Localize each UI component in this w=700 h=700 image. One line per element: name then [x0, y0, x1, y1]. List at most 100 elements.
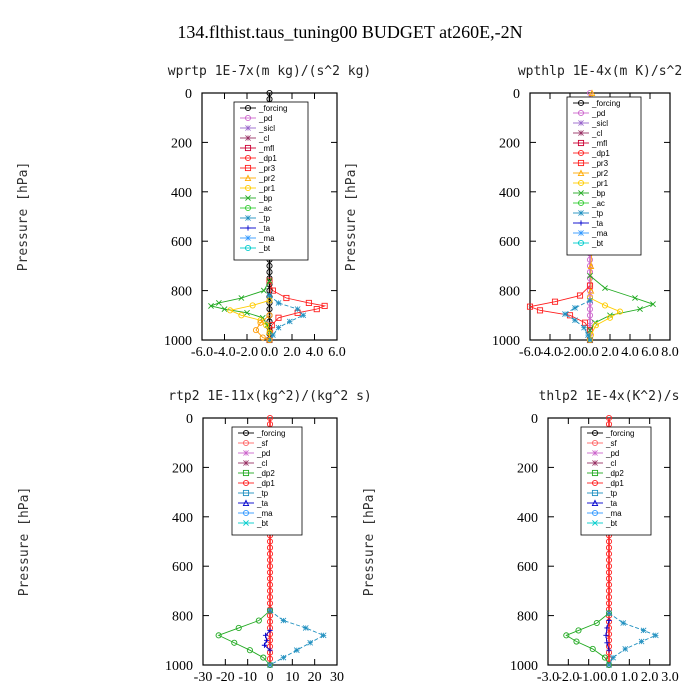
legend-label: _dp2 — [256, 469, 275, 478]
data-point — [266, 269, 273, 276]
legend-box — [580, 426, 652, 536]
legend-label: _ta — [605, 499, 618, 508]
data-point — [321, 302, 328, 309]
legend-label: _bt — [605, 519, 618, 528]
y-tick-label: 1000 — [492, 334, 520, 349]
data-point — [604, 640, 610, 646]
y-tick-label: 0 — [185, 87, 192, 102]
data-point — [587, 286, 595, 294]
series-ta — [261, 627, 273, 653]
panel-title: wpthlp 1E-4x(m K)/s^2 — [518, 64, 682, 79]
y-tick-label: 400 — [172, 511, 193, 526]
legend-label: _pr1 — [258, 184, 276, 193]
legend-label: _cl — [256, 459, 267, 468]
series-bp — [587, 272, 656, 343]
panel-title: wprtp 1E-7x(m kg)/(s^2 kg) — [168, 64, 372, 79]
y-tick-label: 400 — [171, 186, 192, 201]
data-point — [260, 287, 267, 294]
series-line — [589, 297, 621, 341]
data-point — [592, 322, 600, 329]
x-tick-label: -4.0 — [539, 345, 561, 360]
data-point — [536, 307, 544, 314]
data-point — [264, 322, 271, 329]
legend-label: _forcing — [591, 99, 620, 108]
data-point — [563, 632, 570, 639]
data-point — [572, 305, 578, 311]
x-tick-label: 3.0 — [661, 670, 679, 685]
legend-marker — [244, 244, 252, 252]
data-point — [610, 654, 616, 661]
data-point — [622, 646, 629, 652]
data-point — [605, 544, 613, 551]
data-point — [238, 295, 245, 301]
y-tick-label: 800 — [517, 610, 538, 625]
data-point — [266, 618, 274, 625]
data-point — [601, 302, 609, 309]
data-point — [269, 332, 276, 338]
legend-label: _pr3 — [591, 159, 609, 168]
x-tick-label: 0 — [267, 670, 274, 685]
legend-marker — [245, 215, 251, 221]
data-point — [266, 277, 273, 284]
series-pr3 — [266, 277, 328, 344]
x-tick-label: 2.0 — [283, 345, 301, 360]
data-point — [587, 337, 593, 343]
y-tick-label: 1000 — [164, 334, 192, 349]
legend-label: _pd — [591, 109, 605, 118]
data-point — [264, 637, 270, 643]
y-tick-label: 200 — [171, 136, 192, 151]
y-tick-label: 0 — [513, 87, 520, 102]
y-tick-label: 800 — [172, 610, 193, 625]
x-tick-label: 4.0 — [306, 345, 324, 360]
data-point — [637, 306, 643, 313]
data-point — [262, 632, 269, 638]
legend: _forcing_sf_pd_cl_dp2_dp1_tp_ta_ma_bt — [231, 426, 303, 536]
series-line — [589, 275, 655, 340]
data-point — [551, 298, 559, 305]
legend-marker — [577, 149, 585, 157]
data-point — [266, 262, 273, 269]
data-point — [601, 654, 608, 661]
legend-label: _cl — [605, 459, 616, 468]
x-tick-label: -6.0 — [519, 345, 541, 360]
legend-label: _ac — [591, 199, 605, 208]
legend-label: _dp1 — [258, 154, 277, 163]
legend-label: _ma — [258, 234, 275, 243]
data-point — [266, 292, 273, 299]
data-point — [602, 285, 608, 292]
data-point — [302, 625, 309, 631]
y-tick-label: 1000 — [510, 659, 538, 674]
legend-marker — [243, 460, 249, 466]
data-point — [652, 632, 659, 639]
x-tick-label: 8.0 — [661, 345, 679, 360]
data-point — [572, 317, 578, 324]
series-ta — [603, 617, 612, 653]
legend-marker — [242, 479, 250, 487]
x-tick-label: -30 — [194, 670, 213, 685]
data-point — [586, 312, 594, 319]
series-tp — [562, 297, 593, 343]
legend-label: _dp1 — [605, 479, 624, 488]
data-point — [267, 662, 273, 668]
data-point — [616, 308, 624, 315]
legend-label: _tp — [591, 209, 604, 218]
legend-label: _ma — [605, 509, 622, 518]
legend-label: _ta — [258, 224, 271, 233]
data-point — [227, 307, 234, 314]
data-point — [573, 638, 580, 645]
data-point — [605, 600, 613, 607]
x-tick-label: 30 — [330, 670, 344, 685]
legend-label: _pr3 — [258, 164, 276, 173]
data-point — [266, 306, 273, 313]
panel-title: thlp2 1E-4x(K^2)/s — [539, 389, 680, 404]
legend-label: _ac — [258, 204, 272, 213]
legend-label: _ma — [591, 229, 608, 238]
data-point — [587, 262, 595, 269]
data-point — [586, 256, 594, 263]
x-tick-label: -3.0 — [537, 670, 559, 685]
data-point — [266, 538, 274, 545]
data-point — [266, 569, 274, 576]
x-tick-label: 2.0 — [601, 345, 619, 360]
data-point — [576, 292, 584, 299]
data-point — [266, 299, 273, 307]
